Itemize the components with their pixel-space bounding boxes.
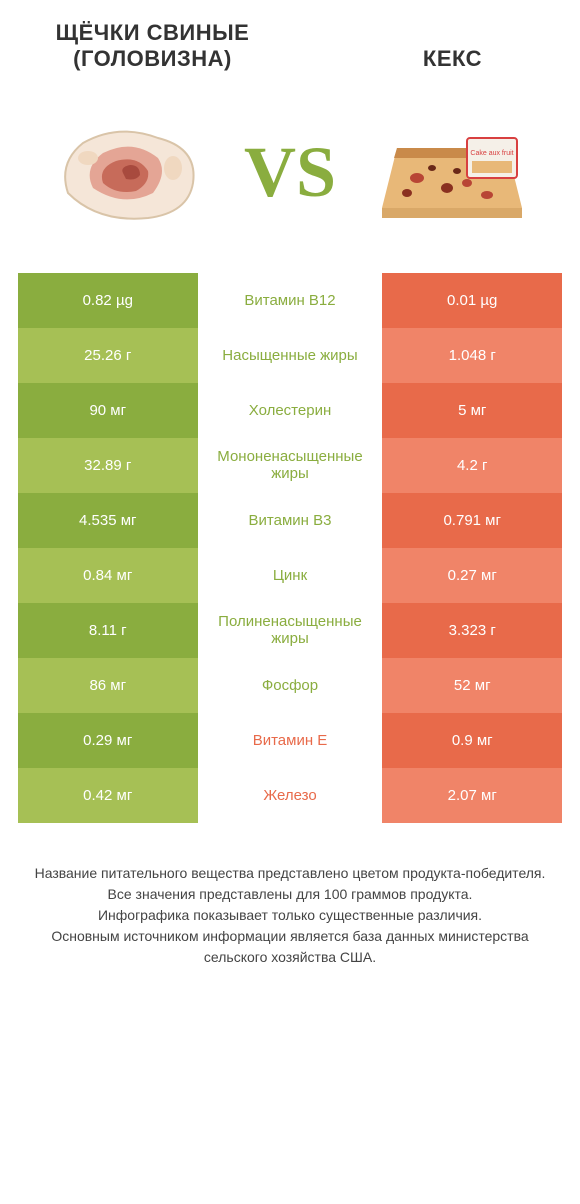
- value-right: 0.9 мг: [382, 713, 562, 768]
- value-left: 25.26 г: [18, 328, 198, 383]
- header: ЩЁЧКИ СВИНЫЕ (ГОЛОВИЗНА) КЕКС: [0, 0, 580, 83]
- nutrient-name: Мононенасыщенные жиры: [198, 438, 383, 493]
- meat-icon: [48, 113, 208, 233]
- nutrient-name: Фосфор: [198, 658, 383, 713]
- footer-line: Основным источником информации является …: [30, 926, 550, 968]
- value-right: 4.2 г: [382, 438, 562, 493]
- nutrient-name: Витамин B12: [198, 273, 383, 328]
- table-row: 0.82 µgВитамин B120.01 µg: [18, 273, 562, 328]
- vs-label: VS: [244, 131, 336, 214]
- nutrient-name: Насыщенные жиры: [198, 328, 383, 383]
- value-right: 2.07 мг: [382, 768, 562, 823]
- footer-line: Инфографика показывает только существенн…: [30, 905, 550, 926]
- value-left: 90 мг: [18, 383, 198, 438]
- nutrient-name: Полиненасыщенные жиры: [198, 603, 383, 658]
- value-right: 52 мг: [382, 658, 562, 713]
- table-row: 32.89 гМононенасыщенные жиры4.2 г: [18, 438, 562, 493]
- value-right: 0.27 мг: [382, 548, 562, 603]
- value-right: 1.048 г: [382, 328, 562, 383]
- product-title-right: КЕКС: [365, 46, 540, 72]
- nutrient-name: Витамин B3: [198, 493, 383, 548]
- value-left: 8.11 г: [18, 603, 198, 658]
- table-row: 0.42 мгЖелезо2.07 мг: [18, 768, 562, 823]
- value-right: 5 мг: [382, 383, 562, 438]
- images-row: VS Cake aux fruit: [0, 83, 580, 273]
- table-row: 25.26 гНасыщенные жиры1.048 г: [18, 328, 562, 383]
- nutrient-name: Витамин E: [198, 713, 383, 768]
- footer-line: Все значения представлены для 100 граммо…: [30, 884, 550, 905]
- nutrient-name: Железо: [198, 768, 383, 823]
- value-left: 32.89 г: [18, 438, 198, 493]
- table-row: 0.29 мгВитамин E0.9 мг: [18, 713, 562, 768]
- value-left: 0.84 мг: [18, 548, 198, 603]
- table-row: 8.11 гПолиненасыщенные жиры3.323 г: [18, 603, 562, 658]
- value-right: 0.791 мг: [382, 493, 562, 548]
- footer-line: Название питательного вещества представл…: [30, 863, 550, 884]
- product-image-right: Cake aux fruit: [372, 113, 532, 233]
- table-row: 90 мгХолестерин5 мг: [18, 383, 562, 438]
- value-left: 0.29 мг: [18, 713, 198, 768]
- value-left: 4.535 мг: [18, 493, 198, 548]
- table-row: 0.84 мгЦинк0.27 мг: [18, 548, 562, 603]
- value-left: 86 мг: [18, 658, 198, 713]
- product-title-left: ЩЁЧКИ СВИНЫЕ (ГОЛОВИЗНА): [40, 20, 265, 73]
- value-left: 0.82 µg: [18, 273, 198, 328]
- product-image-left: [48, 113, 208, 233]
- nutrient-name: Холестерин: [198, 383, 383, 438]
- value-left: 0.42 мг: [18, 768, 198, 823]
- comparison-table: 0.82 µgВитамин B120.01 µg25.26 гНасыщенн…: [0, 273, 580, 823]
- svg-text:Cake aux fruit: Cake aux fruit: [470, 150, 513, 157]
- value-right: 3.323 г: [382, 603, 562, 658]
- nutrient-name: Цинк: [198, 548, 383, 603]
- footer-notes: Название питательного вещества представл…: [0, 823, 580, 988]
- table-row: 4.535 мгВитамин B30.791 мг: [18, 493, 562, 548]
- table-row: 86 мгФосфор52 мг: [18, 658, 562, 713]
- value-right: 0.01 µg: [382, 273, 562, 328]
- cake-icon: Cake aux fruit: [372, 113, 532, 233]
